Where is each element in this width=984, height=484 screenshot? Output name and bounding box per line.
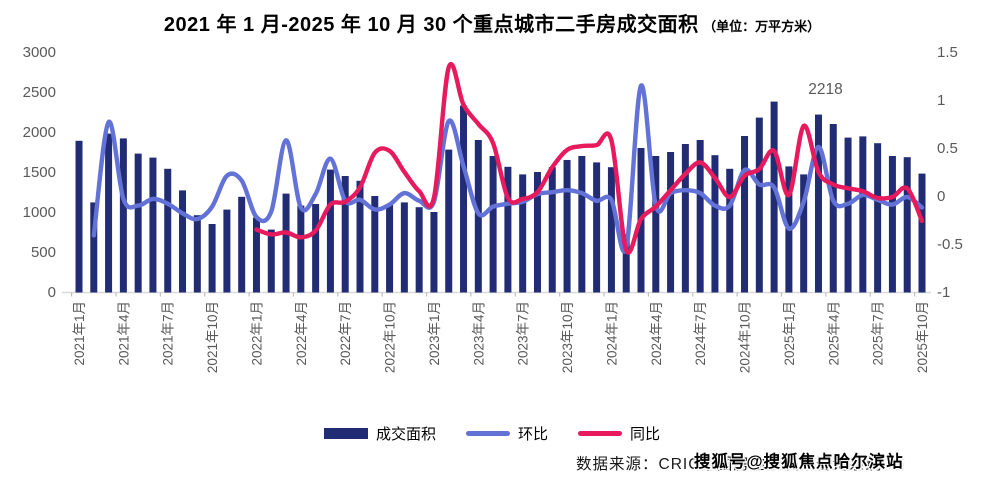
svg-text:2022年7月: 2022年7月: [338, 301, 353, 366]
svg-text:2024年4月: 2024年4月: [649, 301, 664, 366]
svg-text:2021年1月: 2021年1月: [72, 301, 87, 366]
line-swatch-icon-yoy: [578, 431, 622, 436]
chart-legend: 成交面积 环比 同比: [0, 423, 984, 444]
svg-text:2024年7月: 2024年7月: [693, 301, 708, 366]
bar-swatch-icon: [323, 428, 368, 439]
svg-text:2022年4月: 2022年4月: [294, 301, 309, 366]
svg-text:1500: 1500: [23, 164, 56, 181]
svg-text:2023年10月: 2023年10月: [560, 301, 575, 373]
page-title: 2021 年 1 月-2025 年 10 月 30 个重点城市二手房成交面积 （…: [0, 8, 984, 37]
data-source-text: 数据来源：CRIC中国房地产决策咨询系统: [576, 456, 882, 473]
svg-text:2025年1月: 2025年1月: [782, 301, 797, 366]
svg-text:0: 0: [937, 188, 945, 205]
legend-label: 同比: [630, 426, 661, 443]
svg-text:1.5: 1.5: [937, 44, 958, 61]
svg-text:2000: 2000: [23, 124, 56, 141]
legend-label: 成交面积: [375, 426, 436, 443]
legend-item-mom-line: 环比: [465, 423, 548, 444]
svg-text:2022年1月: 2022年1月: [249, 301, 264, 366]
svg-text:1000: 1000: [23, 204, 56, 221]
svg-text:2021年4月: 2021年4月: [116, 301, 131, 366]
chart-title-unit: （单位：万平方米）: [703, 19, 821, 34]
svg-text:-0.5: -0.5: [937, 236, 963, 253]
svg-text:3000: 3000: [23, 44, 56, 61]
chart-title-text: 2021 年 1 月-2025 年 10 月 30 个重点城市二手房成交面积: [163, 14, 699, 36]
svg-text:2023年4月: 2023年4月: [471, 301, 486, 366]
svg-text:0.5: 0.5: [937, 140, 958, 157]
svg-text:500: 500: [31, 244, 56, 261]
svg-text:2025年4月: 2025年4月: [826, 301, 841, 366]
svg-text:2024年10月: 2024年10月: [738, 301, 753, 373]
svg-text:-1: -1: [937, 284, 950, 301]
svg-text:2021年7月: 2021年7月: [161, 301, 176, 366]
svg-text:1: 1: [937, 92, 945, 109]
svg-text:2218: 2218: [808, 81, 842, 98]
svg-text:0: 0: [48, 284, 56, 301]
legend-item-yoy-line: 同比: [578, 423, 660, 444]
watermark-text: 搜狐号@搜狐焦点哈尔滨站: [694, 453, 904, 471]
svg-text:2021年10月: 2021年10月: [205, 301, 220, 373]
legend-item-bar-series: 成交面积: [323, 423, 436, 444]
svg-text:2022年10月: 2022年10月: [383, 301, 398, 373]
svg-text:2025年7月: 2025年7月: [871, 301, 886, 366]
svg-text:2024年1月: 2024年1月: [604, 301, 619, 366]
legend-label: 环比: [517, 426, 548, 443]
svg-text:2500: 2500: [23, 84, 56, 101]
combo-chart-canvas: 3000 2500 2000 1500 1000 500 0 1.5 1 0.5 0 -0.5 -1 20…: [23, 44, 963, 373]
svg-text:2023年1月: 2023年1月: [427, 301, 442, 366]
svg-text:2025年10月: 2025年10月: [915, 301, 930, 373]
svg-text:2023年7月: 2023年7月: [516, 301, 531, 366]
line-swatch-icon-mom: [465, 431, 510, 436]
